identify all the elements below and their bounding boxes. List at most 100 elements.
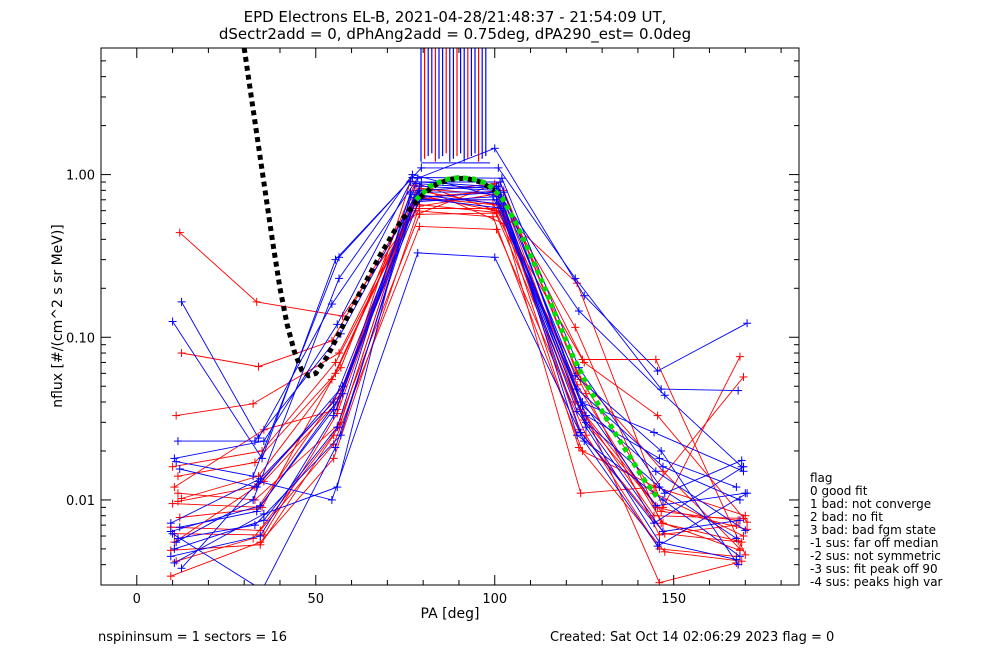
x-tick-label: 150 (661, 592, 686, 607)
blue-data-point (571, 274, 580, 283)
blue-data-point (177, 297, 186, 306)
blue-data-point (250, 521, 259, 530)
blue-data-point (732, 534, 741, 543)
blue-data-point (327, 495, 336, 504)
red-data-point (578, 446, 587, 455)
blue-data-point (741, 526, 750, 535)
blue-data-point (249, 472, 258, 481)
blue-series-line (174, 181, 741, 501)
blue-data-point (571, 371, 580, 380)
blue-data-point (739, 462, 748, 471)
blue-data-point (175, 464, 184, 473)
blue-data-point (258, 586, 266, 594)
blue-data-point (573, 431, 582, 440)
red-data-point (170, 483, 179, 492)
red-data-point (177, 494, 186, 503)
blue-data-point (651, 501, 660, 510)
red-data-point (743, 518, 752, 527)
blue-series-line (170, 185, 737, 561)
blue-data-point (737, 456, 746, 465)
blue-data-point (173, 437, 182, 446)
red-data-point (655, 530, 664, 539)
red-data-point (166, 572, 175, 581)
blue-data-point (582, 418, 591, 427)
blue-series-line (174, 191, 741, 557)
blue-data-point (259, 516, 268, 525)
red-data-point (172, 557, 181, 566)
blue-data-point (658, 462, 667, 471)
chart-title: EPD Electrons EL-B, 2021-04-28/21:48:37 … (219, 8, 691, 44)
red-data-point (578, 355, 587, 364)
blue-series-line (176, 177, 742, 494)
blue-data-point (168, 317, 177, 326)
blue-data-point (333, 320, 342, 329)
blue-data-point (660, 391, 669, 400)
red-data-point (741, 550, 750, 559)
blue-data-point (406, 188, 415, 197)
blue-series-line (170, 199, 737, 539)
red-data-point (741, 511, 750, 520)
red-data-point (488, 199, 497, 208)
blue-data-point (494, 163, 503, 172)
red-data-point (653, 411, 662, 420)
blue-data-point (170, 544, 179, 553)
blue-data-point (166, 519, 175, 528)
plot-frame (100, 47, 800, 586)
blue-data-point (650, 519, 659, 528)
y-axis-label: nflux [#/(cm^2 s sr MeV)] (50, 224, 66, 408)
red-data-point (168, 462, 177, 471)
red-data-point (249, 399, 258, 408)
blue-data-point (256, 501, 265, 510)
red-data-point (737, 557, 746, 566)
blue-data-point (335, 253, 344, 262)
blue-data-point (329, 405, 338, 414)
red-data-point (576, 489, 585, 498)
red-data-point (737, 538, 746, 547)
red-data-point (252, 297, 261, 306)
red-data-point (739, 532, 748, 541)
blue-series-line (172, 167, 739, 460)
blue-data-point (249, 495, 258, 504)
x-axis: 0 50 100 150 (100, 48, 782, 607)
blue-data-point (490, 253, 499, 262)
red-data-point (335, 349, 344, 358)
red-data-point (177, 349, 186, 358)
blue-data-point (335, 274, 344, 283)
blue-data-point (580, 291, 589, 300)
blue-series-line (178, 191, 744, 472)
red-data-point (657, 507, 666, 516)
red-data-point (336, 363, 345, 372)
blue-data-point (735, 552, 744, 561)
x-tick-label: 100 (482, 592, 507, 607)
blue-series-line (170, 185, 737, 524)
red-data-point (329, 454, 338, 463)
blue-data-point (411, 179, 420, 188)
x-tick-label: 50 (307, 592, 324, 607)
red-data-point (173, 472, 182, 481)
blue-data-point (166, 527, 175, 536)
blue-data-point (170, 558, 179, 567)
blue-data-point (573, 407, 582, 416)
red-data-point (331, 358, 340, 367)
blue-data-point (653, 367, 662, 376)
blue-data-point (653, 542, 662, 551)
legend-entry: 0 good fit (810, 484, 868, 498)
blue-data-point (258, 454, 267, 463)
blue-series-line (179, 196, 746, 507)
footer-nspin-info: nspininsum = 1 sectors = 16 (98, 630, 287, 645)
blue-data-point (734, 560, 743, 569)
red-data-point (655, 578, 664, 585)
legend-entry: flag (810, 471, 833, 485)
blue-data-point (655, 483, 664, 492)
red-data-point (660, 547, 669, 556)
blue-data-point (333, 423, 342, 432)
blue-data-point (417, 163, 426, 172)
blue-data-point (650, 428, 659, 437)
legend-entry: 1 bad: not converge (810, 497, 931, 511)
blue-data-point (496, 178, 505, 187)
green-fit-curve (414, 174, 662, 502)
legend: flag 0 good fit 1 bad: not converge 2 ba… (810, 471, 943, 589)
red-data-point (415, 222, 424, 231)
blue-data-point (735, 516, 744, 525)
